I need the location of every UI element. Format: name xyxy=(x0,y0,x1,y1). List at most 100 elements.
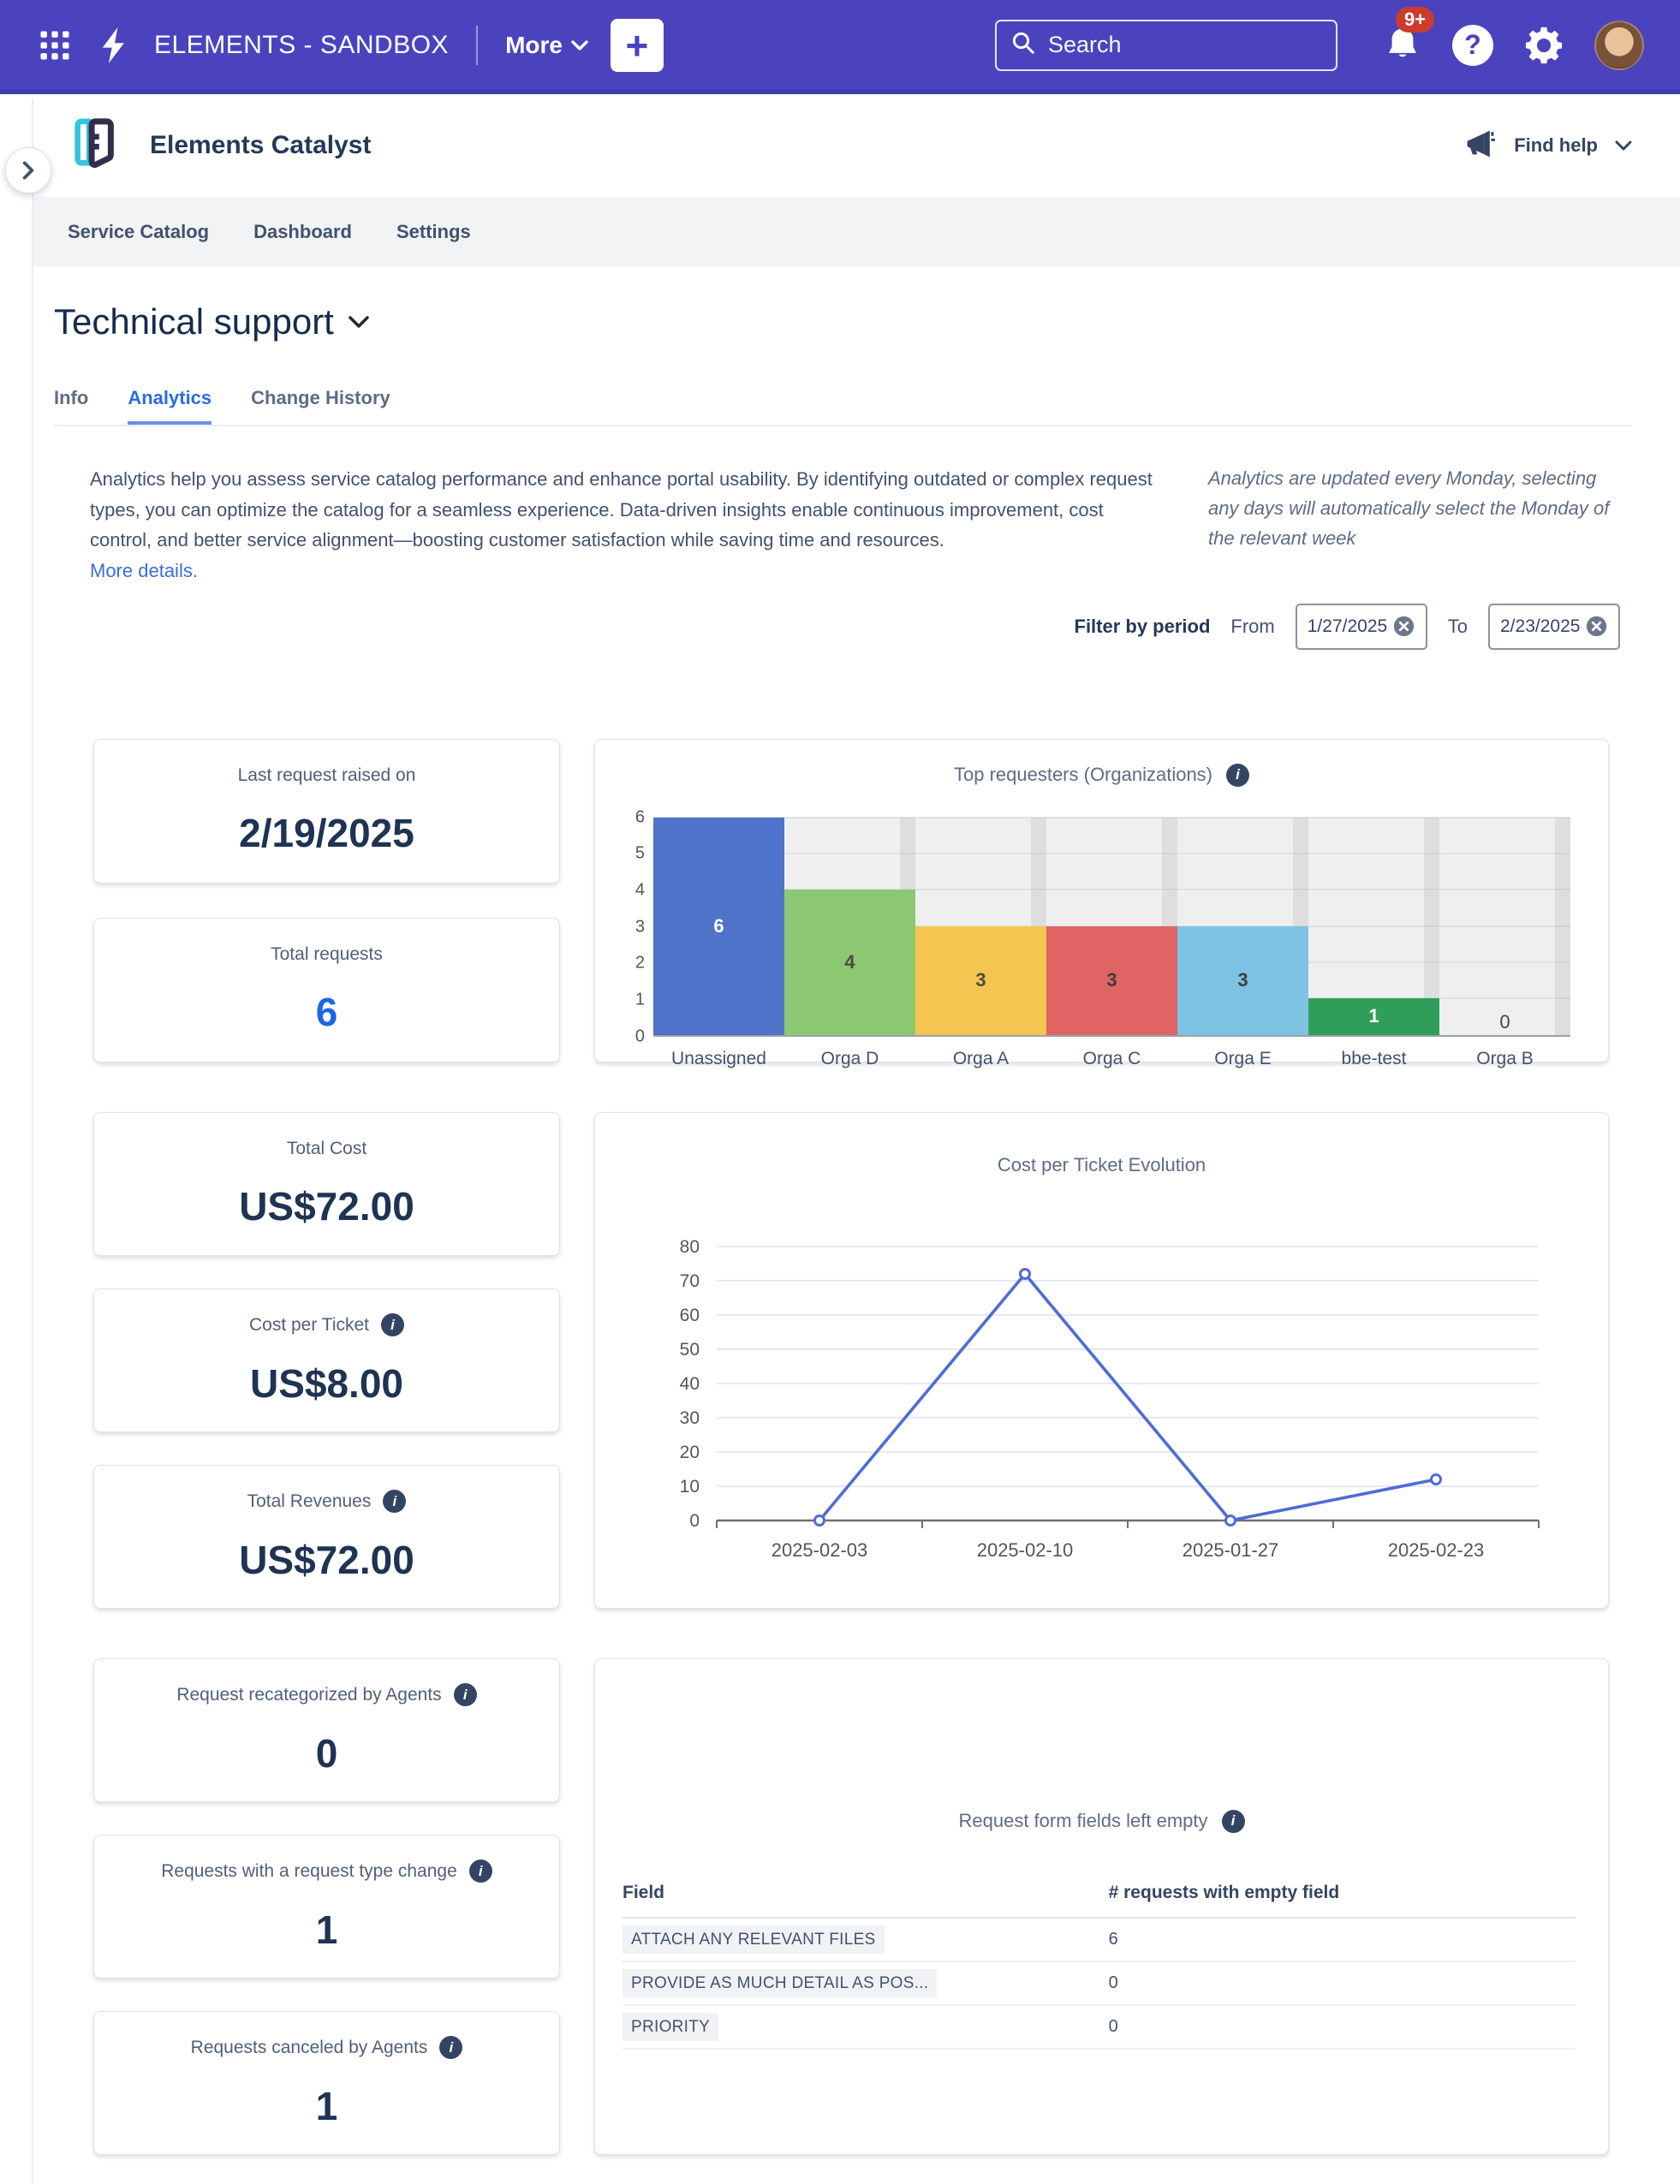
empty-field-count: 0 xyxy=(1108,2004,1576,2050)
filter-by-period-label: Filter by period xyxy=(1074,615,1211,637)
field-name: PROVIDE AS MUCH DETAIL AS POS... xyxy=(623,1968,938,1997)
cost-evolution-chart-panel: Cost per Ticket Evolution 0 10 20 30 40 50 60 7… xyxy=(594,1111,1609,1609)
card-value: 6 xyxy=(315,990,338,1034)
page-title-dropdown[interactable]: Technical support xyxy=(54,301,1632,342)
info-icon[interactable]: i xyxy=(1221,1809,1245,1833)
bar: 3 xyxy=(915,925,1046,1035)
svg-text:2025-02-23: 2025-02-23 xyxy=(1387,1539,1484,1561)
search-input[interactable] xyxy=(1048,32,1305,58)
user-avatar[interactable] xyxy=(1594,20,1644,70)
app-switcher-icon[interactable] xyxy=(36,27,74,64)
card-label: Last request raised on xyxy=(237,765,416,785)
app-title: Elements Catalyst xyxy=(150,131,372,159)
bar-category-Orga D: 4 xyxy=(784,817,915,1035)
bar: 3 xyxy=(1177,925,1308,1035)
svg-text:60: 60 xyxy=(679,1306,699,1325)
more-details-link[interactable]: More details. xyxy=(90,559,198,581)
svg-text:10: 10 xyxy=(679,1477,699,1497)
kpi-card-type-change: Requests with a request type change i 1 xyxy=(93,1834,560,1979)
kpi-card-total-cost: Total Cost US$72.00 xyxy=(93,1111,560,1256)
card-label: Requests with a request type change xyxy=(161,1860,457,1881)
column-header-count: # requests with empty field xyxy=(1108,1882,1576,1919)
svg-text:2025-01-27: 2025-01-27 xyxy=(1182,1539,1278,1561)
card-value: 2/19/2025 xyxy=(239,811,414,855)
clear-date-icon[interactable] xyxy=(1585,615,1608,638)
kpi-card-last-request: Last request raised on 2/19/2025 xyxy=(93,738,560,884)
bar: 3 xyxy=(1046,925,1177,1035)
more-menu-button[interactable]: More xyxy=(505,32,588,59)
bar-category-Orga B: 0 xyxy=(1439,817,1570,1035)
tab-analytics[interactable]: Analytics xyxy=(128,387,211,425)
app-header: Elements Catalyst Find help xyxy=(33,94,1680,197)
analytics-description: Analytics help you assess service catalo… xyxy=(90,468,1153,581)
bar-category-Orga C: 3 xyxy=(1046,817,1177,1035)
tab-change-history[interactable]: Change History xyxy=(251,387,390,408)
sidebar-rail-divider xyxy=(32,98,33,2184)
bar-category-Unassigned: 6 xyxy=(653,817,784,1035)
clear-date-icon[interactable] xyxy=(1392,615,1415,638)
bar-category-bbe-test: 1 xyxy=(1308,817,1439,1035)
nav-item-service-catalog[interactable]: Service Catalog xyxy=(68,221,210,242)
find-help-dropdown[interactable]: Find help xyxy=(1464,129,1632,163)
empty-fields-table-panel: Request form fields left empty i Field #… xyxy=(594,1657,1609,2155)
svg-text:20: 20 xyxy=(679,1443,699,1462)
bar-chart-title: Top requesters (Organizations) xyxy=(953,764,1213,785)
help-icon[interactable]: ? xyxy=(1452,24,1493,66)
svg-text:80: 80 xyxy=(679,1237,699,1257)
info-icon[interactable]: i xyxy=(383,1490,407,1513)
product-name: ELEMENTS - SANDBOX xyxy=(154,30,450,59)
table-row: ATTACH ANY RELEVANT FILES 6 xyxy=(623,1917,1576,1962)
card-label: Total Cost xyxy=(286,1138,367,1158)
line-chart-title: Cost per Ticket Evolution xyxy=(997,1153,1206,1175)
empty-field-count: 6 xyxy=(1108,1917,1576,1962)
nav-item-settings[interactable]: Settings xyxy=(396,221,471,242)
page-title: Technical support xyxy=(54,301,334,342)
info-icon[interactable]: i xyxy=(1226,763,1250,787)
bar: 1 xyxy=(1308,998,1439,1035)
empty-field-count: 0 xyxy=(1108,1961,1576,2006)
info-icon[interactable]: i xyxy=(468,1860,492,1883)
app-navigation: Service Catalog Dashboard Settings xyxy=(33,197,1680,267)
card-label: Total Revenues xyxy=(247,1491,372,1511)
elements-catalyst-logo xyxy=(68,117,121,175)
search-box[interactable] xyxy=(995,19,1337,71)
card-value: US$72.00 xyxy=(239,1538,414,1582)
product-logo-bolt-icon[interactable] xyxy=(96,26,132,65)
analytics-dashboard: Last request raised on 2/19/2025 Total r… xyxy=(93,738,1632,2155)
settings-gear-icon[interactable] xyxy=(1524,26,1564,65)
card-value: 0 xyxy=(315,1731,338,1776)
svg-text:70: 70 xyxy=(679,1271,699,1291)
kpi-card-canceled: Requests canceled by Agents i 1 xyxy=(93,2010,560,2155)
nav-item-dashboard[interactable]: Dashboard xyxy=(253,221,352,242)
bar-category-Orga A: 3 xyxy=(915,817,1046,1035)
sidebar-expand-button[interactable] xyxy=(5,147,51,193)
field-name: ATTACH ANY RELEVANT FILES xyxy=(623,1925,885,1954)
table-row: PRIORITY 0 xyxy=(623,2004,1576,2050)
analytics-update-note: Analytics are updated every Monday, sele… xyxy=(1208,467,1610,549)
kpi-card-total-requests: Total requests 6 xyxy=(93,917,560,1062)
kpi-card-column: Request recategorized by Agents i 0 Requ… xyxy=(93,1657,560,2155)
empty-fields-table: Field # requests with empty field ATTACH… xyxy=(623,1882,1576,2050)
create-button[interactable]: + xyxy=(610,18,664,72)
info-icon[interactable]: i xyxy=(381,1313,405,1336)
info-icon[interactable]: i xyxy=(453,1683,477,1706)
from-date-input[interactable]: 1/27/2025 xyxy=(1295,603,1427,650)
svg-text:2025-02-10: 2025-02-10 xyxy=(976,1539,1073,1561)
table-title: Request form fields left empty xyxy=(958,1810,1208,1831)
info-icon[interactable]: i xyxy=(439,2036,463,2059)
line-chart: 0 10 20 30 40 50 60 70 80 2025-02-03 2025-02-10 202… xyxy=(595,1180,1608,1582)
kpi-card-cost-per-ticket: Cost per Ticket i US$8.00 xyxy=(93,1288,560,1432)
notifications-button[interactable]: 9+ xyxy=(1384,6,1435,65)
tab-info[interactable]: Info xyxy=(54,387,89,408)
to-date-input[interactable]: 2/23/2025 xyxy=(1488,603,1620,650)
top-navigation-bar: ELEMENTS - SANDBOX More + 9+ ? xyxy=(0,0,1680,94)
kpi-card-recategorized: Request recategorized by Agents i 0 xyxy=(93,1657,560,1802)
detail-tabs: Info Analytics Change History xyxy=(54,387,1632,426)
kpi-card-total-revenues: Total Revenues i US$72.00 xyxy=(93,1464,560,1609)
svg-text:40: 40 xyxy=(679,1374,699,1394)
card-label: Requests canceled by Agents xyxy=(190,2037,428,2057)
